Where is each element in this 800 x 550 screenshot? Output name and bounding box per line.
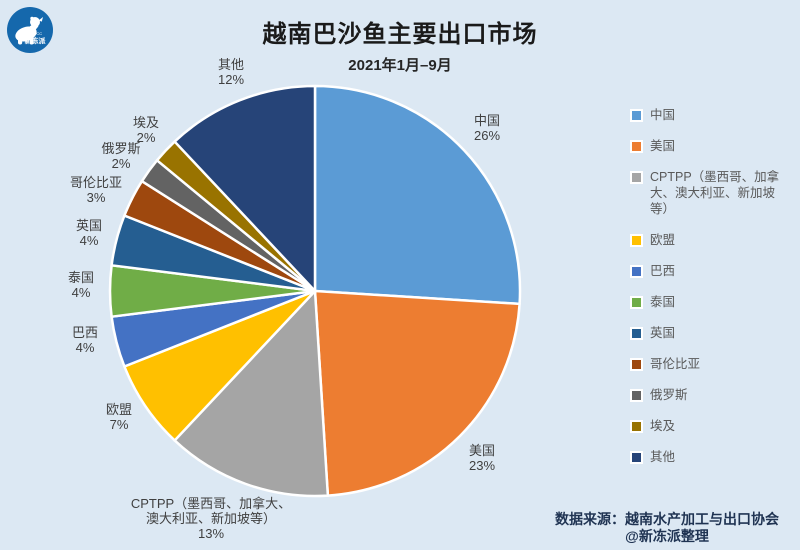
legend-item-colombia: 哥伦比亚 xyxy=(630,356,792,372)
legend-swatch-cptpp xyxy=(630,171,643,184)
legend-item-thailand: 泰国 xyxy=(630,294,792,310)
chart-legend: 中国美国 CPTPP（墨西哥、加拿大、澳大利亚、新加坡等） 欧盟巴西泰国英国哥伦比亚… xyxy=(630,107,792,465)
legend-swatch-egypt xyxy=(630,420,643,433)
legend-label-russia: 俄罗斯 xyxy=(650,388,688,402)
legend-swatch-others xyxy=(630,451,643,464)
pie-slice-others xyxy=(173,84,317,293)
legend-item-cptpp: CPTPP（墨西哥、加拿大、澳大利亚、新加坡等） xyxy=(630,169,792,217)
legend-swatch-uk xyxy=(630,327,643,340)
legend-swatch-colombia xyxy=(630,358,643,371)
legend-item-russia: 俄罗斯 xyxy=(630,387,792,403)
legend-item-china: 中国 xyxy=(630,107,792,123)
legend-label-cptpp: CPTPP（墨西哥、加拿大、澳大利亚、新加坡等） xyxy=(650,170,780,216)
legend-item-others: 其他 xyxy=(630,449,792,465)
legend-label-colombia: 哥伦比亚 xyxy=(650,357,701,371)
logo-badge-text: FCC xyxy=(34,31,42,36)
legend-label-thailand: 泰国 xyxy=(650,295,676,309)
data-source-line1: 数据来源：越南水产加工与出口协会 xyxy=(555,511,779,527)
legend-swatch-china xyxy=(630,109,643,122)
logo-name-text: 新冻派 xyxy=(25,36,47,45)
legend-label-eu: 欧盟 xyxy=(650,233,676,247)
legend-label-usa: 美国 xyxy=(650,139,676,153)
data-source-credit: 数据来源：越南水产加工与出口协会 @新冻派整理 xyxy=(553,511,781,545)
site-logo: FCC 新冻派 xyxy=(6,6,54,54)
legend-swatch-usa xyxy=(630,140,643,153)
legend-label-brazil: 巴西 xyxy=(650,264,676,278)
pie-slice-cptpp xyxy=(173,289,330,498)
legend-item-eu: 欧盟 xyxy=(630,232,792,248)
legend-item-usa: 美国 xyxy=(630,138,792,154)
pie-slice-usa xyxy=(313,289,521,497)
data-source-line2: @新冻派整理 xyxy=(625,528,709,544)
legend-label-others: 其他 xyxy=(650,450,676,464)
legend-swatch-eu xyxy=(630,234,643,247)
pie-slice-china xyxy=(313,84,522,306)
legend-label-china: 中国 xyxy=(650,108,676,122)
legend-item-uk: 英国 xyxy=(630,325,792,341)
legend-swatch-brazil xyxy=(630,265,643,278)
legend-label-egypt: 埃及 xyxy=(650,419,676,433)
legend-item-egypt: 埃及 xyxy=(630,418,792,434)
legend-item-brazil: 巴西 xyxy=(630,263,792,279)
legend-swatch-russia xyxy=(630,389,643,402)
legend-label-uk: 英国 xyxy=(650,326,676,340)
legend-swatch-thailand xyxy=(630,296,643,309)
polar-bear-icon: FCC 新冻派 xyxy=(7,7,53,53)
